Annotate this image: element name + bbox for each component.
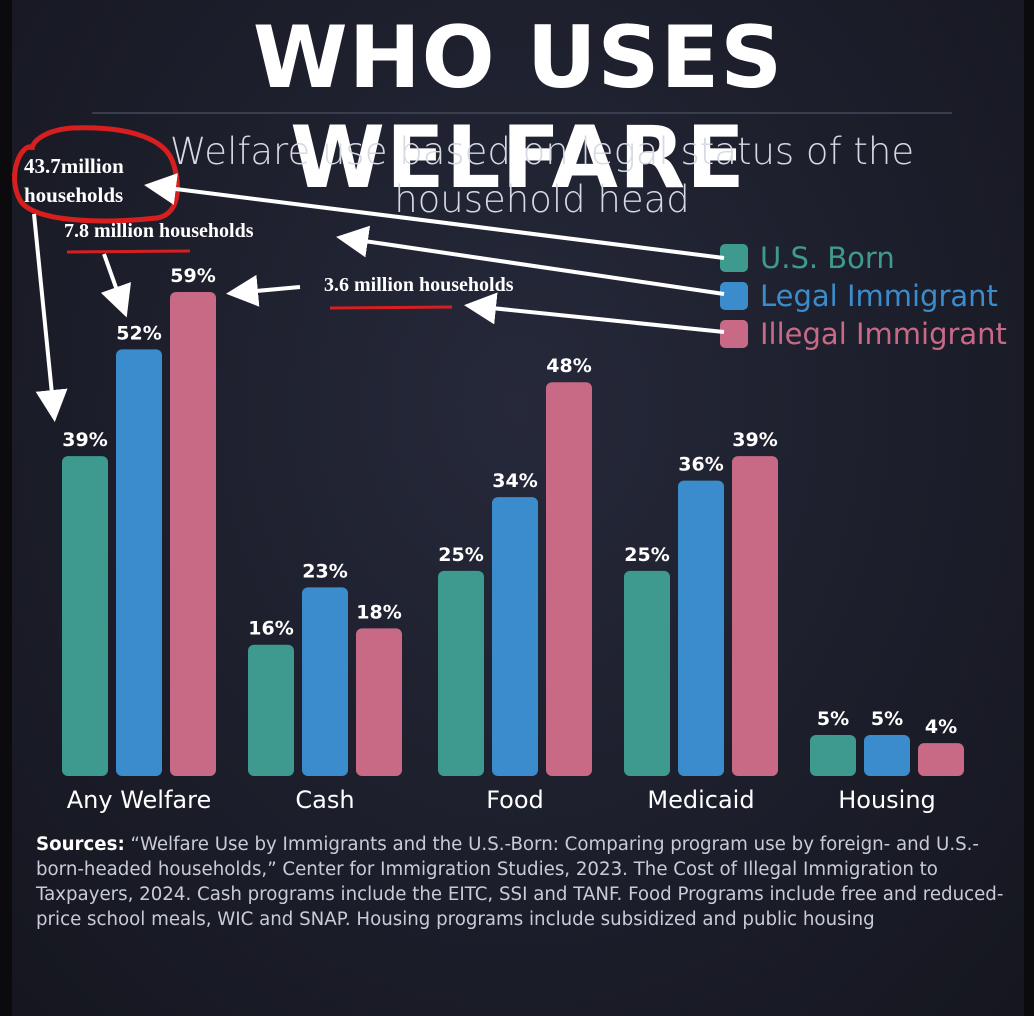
annotation-illegal-households: 3.6 million households xyxy=(324,274,514,296)
annotation-us-born-line1: 43.7million xyxy=(24,154,124,178)
chart-subtitle: Welfare use based on legal status of the… xyxy=(169,130,915,221)
bar-food-u-s-born xyxy=(438,570,484,776)
bar-any-welfare-u-s-born xyxy=(62,456,108,776)
data-label: 18% xyxy=(356,601,401,623)
data-label: 25% xyxy=(438,544,483,566)
bar-housing-legal-immigrant xyxy=(864,734,910,776)
legend-label-legal-immigrant: Legal Immigrant xyxy=(760,279,998,313)
arrow-illegal-to-label xyxy=(464,292,725,334)
data-label: 48% xyxy=(546,355,591,377)
bar-chart: 39% 52% 59% Any Welfare 16% 23% 18% Cash 25% 34% 4… xyxy=(62,265,964,814)
bar-food-legal-immigrant xyxy=(492,497,538,776)
data-label: 36% xyxy=(678,454,723,476)
bar-food-illegal-immigrant xyxy=(546,382,592,776)
data-label: 34% xyxy=(492,470,537,492)
arrow-label-to-legal-bar xyxy=(100,253,131,318)
annotation-us-born-households: 43.7million households xyxy=(24,152,124,210)
title-divider xyxy=(92,112,952,114)
arrow-label-to-usborn-bar xyxy=(32,213,68,422)
data-label: 4% xyxy=(925,716,957,738)
legend-label-illegal-immigrant: Illegal Immigrant xyxy=(760,317,1007,351)
legend-swatch-legal-immigrant xyxy=(720,282,748,310)
data-label: 39% xyxy=(732,429,777,451)
arrow-legal-to-label xyxy=(336,225,725,296)
data-label: 23% xyxy=(302,560,347,582)
bar-medicaid-u-s-born xyxy=(624,570,670,776)
category-label-cash: Cash xyxy=(295,786,354,814)
bar-group: 39% 52% 59% Any Welfare 16% 23% 18% Cash 25% 34% 4… xyxy=(62,265,964,814)
annotation-overlay xyxy=(12,125,725,422)
bar-cash-u-s-born xyxy=(248,644,294,776)
category-label-medicaid: Medicaid xyxy=(647,786,754,814)
bar-housing-u-s-born xyxy=(810,734,856,776)
legend-swatch-illegal-immigrant xyxy=(720,320,748,348)
red-circle-annotation xyxy=(12,125,180,224)
bar-housing-illegal-immigrant xyxy=(918,743,964,776)
red-underline-illegal xyxy=(329,305,453,310)
data-label: 59% xyxy=(170,265,215,287)
sources-note: Sources: “Welfare Use by Immigrants and … xyxy=(36,832,1011,932)
annotation-us-born-line2: households xyxy=(24,183,124,207)
bar-any-welfare-illegal-immigrant xyxy=(170,292,216,776)
data-label: 16% xyxy=(248,618,293,640)
data-label: 5% xyxy=(871,708,903,730)
sources-label: Sources: xyxy=(36,834,125,855)
category-label-food: Food xyxy=(486,786,544,814)
data-label: 25% xyxy=(624,544,669,566)
bar-cash-illegal-immigrant xyxy=(356,628,402,776)
red-underline-legal xyxy=(66,249,191,254)
data-label: 5% xyxy=(817,708,849,730)
bar-medicaid-illegal-immigrant xyxy=(732,456,778,776)
annotation-legal-households: 7.8 million households xyxy=(64,220,254,242)
data-label: 39% xyxy=(62,429,107,451)
arrow-usborn-to-label xyxy=(144,173,725,260)
bar-any-welfare-legal-immigrant xyxy=(116,349,162,776)
legend-swatch-us-born xyxy=(720,244,748,272)
legend-label-us-born: U.S. Born xyxy=(760,241,895,275)
category-label-housing: Housing xyxy=(838,786,936,814)
data-label: 52% xyxy=(116,322,161,344)
bar-cash-legal-immigrant xyxy=(302,587,348,776)
page-title: WHO USES WELFARE xyxy=(252,8,784,208)
sources-text: “Welfare Use by Immigrants and the U.S.-… xyxy=(36,834,1004,930)
infographic: WHO USES WELFARE Welfare use based on le… xyxy=(12,0,1024,1016)
bar-medicaid-legal-immigrant xyxy=(678,480,724,776)
category-label-any-welfare: Any Welfare xyxy=(67,786,211,814)
arrow-label-to-illegal-bar xyxy=(226,274,301,307)
